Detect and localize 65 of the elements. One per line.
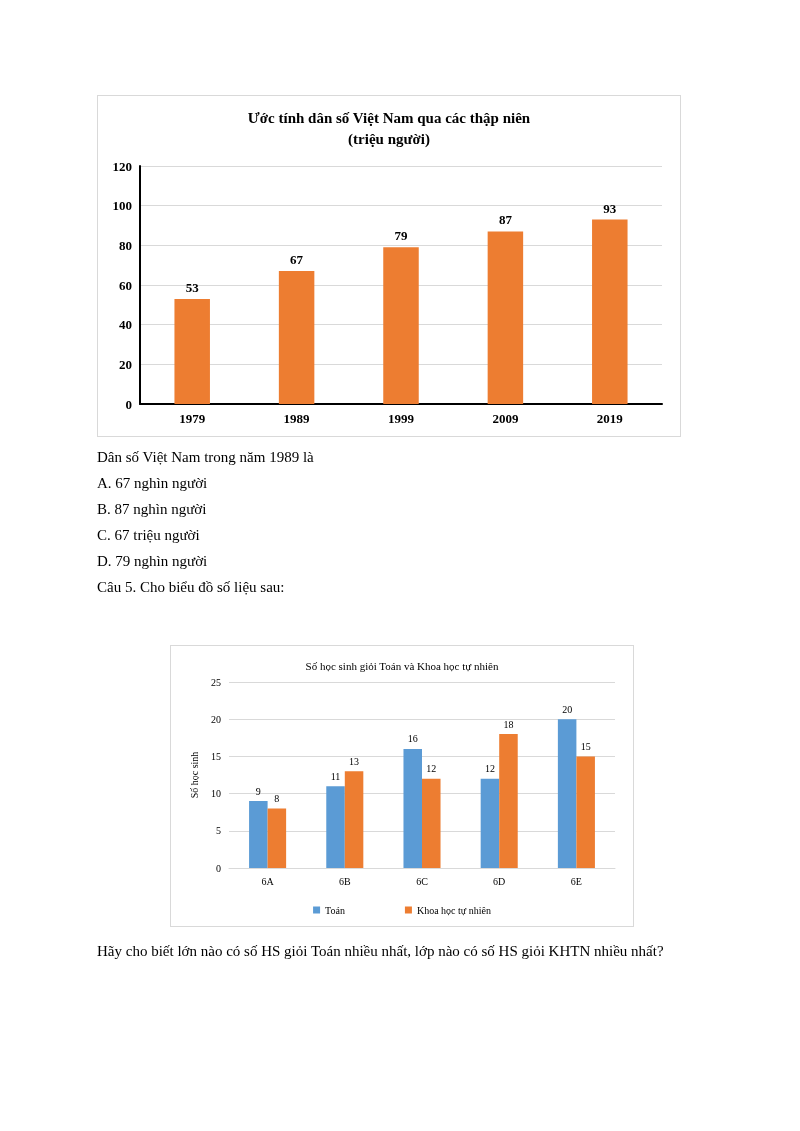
text: C. 67 triệu người [97, 526, 201, 545]
y-tick-label: 40 [119, 317, 132, 333]
bar [174, 298, 210, 404]
data-label: 12 [426, 763, 437, 775]
data-label: 53 [185, 279, 200, 295]
data-label: 79 [394, 228, 408, 244]
bar [344, 771, 364, 868]
data-label: 20 [562, 703, 573, 715]
bar [278, 271, 315, 404]
chart-title: Số học sinh giỏi Toán và Khoa học tự nhiên [305, 659, 499, 672]
data-label: 16 [407, 733, 418, 745]
x-tick-label: 1989 [283, 411, 311, 426]
bar [267, 808, 287, 868]
x-tick-label: 6D [493, 875, 506, 887]
data-label: 12 [484, 763, 495, 775]
text: Hãy cho biết lớn nào có số HS giỏi Toán nhiều nhất, lớp nào có số HS giỏi KHTN nhiều nhất? [97, 942, 665, 961]
bar [499, 734, 518, 868]
y-tick-label: 80 [119, 237, 132, 253]
x-tick-label: 6C [416, 875, 429, 887]
text: A. 67 nghìn người [97, 474, 209, 493]
y-tick-label: 15 [211, 750, 221, 762]
y-tick-label: 0 [216, 862, 221, 874]
data-label: 18 [503, 718, 514, 730]
bar [557, 719, 577, 868]
legend-label: Toán [325, 904, 345, 916]
data-label: 67 [290, 252, 304, 268]
text: D. 79 nghìn người [97, 552, 209, 571]
y-tick-label: 20 [119, 356, 132, 372]
y-tick-label: 0 [125, 396, 132, 412]
data-label: 11 [330, 770, 341, 782]
data-label: 87 [498, 212, 513, 228]
x-tick-label: 2019 [596, 411, 624, 426]
bar [422, 778, 441, 868]
data-label: 9 [255, 785, 261, 797]
y-tick-label: 120 [112, 158, 132, 174]
x-tick-label: 2009 [492, 411, 519, 426]
bar [487, 231, 524, 404]
y-tick-label: 100 [112, 198, 132, 214]
legend-label: Khoa học tự nhiên [416, 904, 491, 916]
x-tick-label: 6E [570, 875, 582, 887]
bar [576, 756, 595, 868]
data-label: 15 [580, 740, 591, 752]
x-tick-label: 1999 [388, 411, 415, 426]
bar [326, 786, 345, 868]
chart-title: Ước tính dân số Việt Nam qua các thập niên (triệu người) [247, 109, 531, 148]
text: Câu 5. Cho biểu đồ số liệu sau: [97, 578, 286, 597]
data-label: 13 [349, 755, 360, 767]
y-tick-label: 10 [211, 788, 221, 800]
x-tick-label: 6B [338, 875, 351, 887]
bar [592, 219, 628, 404]
x-tick-label: 6A [261, 875, 275, 887]
y-tick-label: 5 [216, 825, 221, 837]
bar [403, 748, 422, 868]
data-label: 8 [274, 792, 280, 804]
y-tick-label: 25 [211, 676, 221, 688]
x-tick-label: 1979 [179, 411, 206, 426]
text: Dân số Việt Nam trong năm 1989 là [97, 448, 315, 467]
bar [249, 801, 268, 868]
bar [383, 247, 419, 404]
y-tick-label: 20 [211, 713, 221, 725]
y-tick-label: 60 [119, 277, 132, 293]
y-axis-title: Số học sinh [188, 751, 200, 799]
bar [480, 778, 500, 868]
text: B. 87 nghìn người [97, 500, 208, 519]
data-label: 93 [603, 200, 617, 216]
